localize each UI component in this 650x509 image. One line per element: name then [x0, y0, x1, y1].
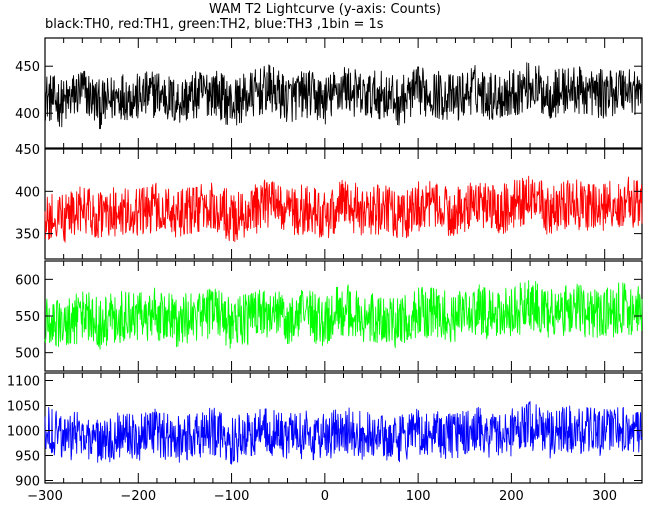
series-line-th2: [44, 280, 643, 350]
y-tick-label-4-5: 1100: [7, 375, 40, 390]
x-tick-label-3: −100: [214, 489, 250, 504]
panel-1-frame: [44, 37, 643, 149]
panel-2: 350 400 450: [15, 143, 643, 260]
chart-subtitle: black:TH0, red:TH1, green:TH2, blue:TH3 …: [45, 17, 384, 32]
y-tick-label-1-2: 450: [15, 60, 40, 75]
x-tick-label-1: −300: [27, 489, 63, 504]
panel-3: 500 550 600: [15, 260, 643, 372]
y-tick-label-1-1: 400: [15, 107, 40, 122]
panel-4: 900 950 1000 1050 1100: [7, 372, 643, 490]
x-tick-label-2: −200: [120, 489, 156, 504]
y-tick-label-3-2: 550: [15, 310, 40, 325]
y-tick-label-4-1: 900: [15, 475, 40, 490]
y-tick-label-3-3: 600: [15, 273, 40, 288]
panel-1: 400 450: [15, 37, 643, 149]
y-tick-label-2-2: 400: [15, 185, 40, 200]
y-tick-label-4-2: 950: [15, 450, 40, 465]
y-tick-label-4-4: 1050: [7, 400, 40, 415]
y-tick-label-2-3: 450: [15, 143, 40, 158]
y-tick-label-3-1: 500: [15, 347, 40, 362]
y-tick-label-4-3: 1000: [7, 425, 40, 440]
x-tick-label-4: 0: [321, 489, 329, 504]
y-tick-label-2-1: 350: [15, 228, 40, 243]
x-tick-label-7: 300: [592, 489, 617, 504]
series-line-th0: [44, 62, 643, 130]
chart-title: WAM T2 Lightcurve (y-axis: Counts): [209, 2, 441, 17]
x-tick-label-5: 100: [406, 489, 431, 504]
x-tick-label-6: 200: [499, 489, 524, 504]
series-line-th1: [44, 175, 643, 243]
series-line-th3: [44, 401, 643, 465]
